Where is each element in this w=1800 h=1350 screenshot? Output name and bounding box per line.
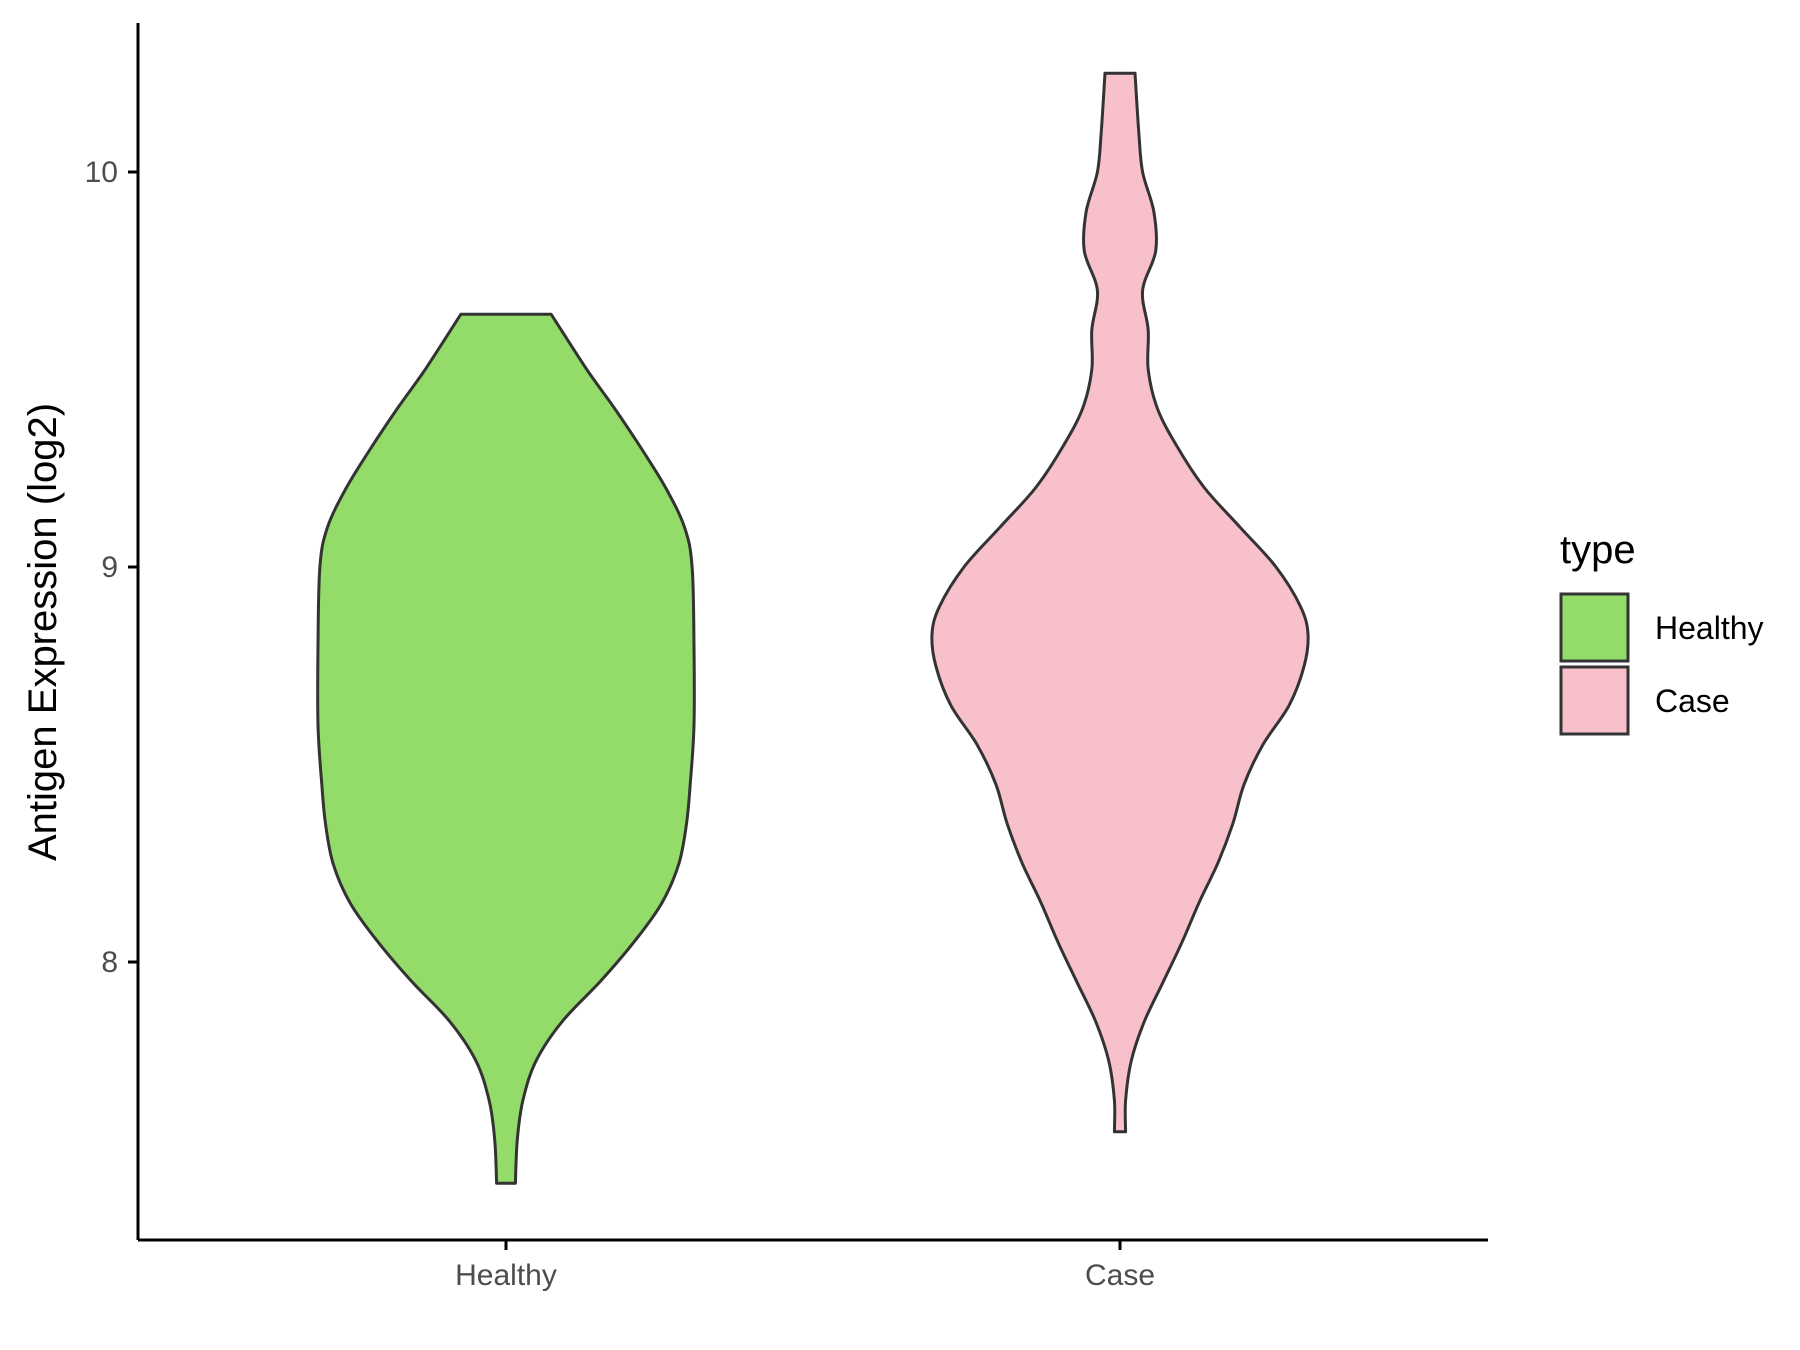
y-tick-label: 8 — [101, 946, 118, 979]
legend-key-case — [1559, 665, 1630, 736]
violin-healthy — [316, 312, 696, 1185]
y-ticks: 8 9 10 — [85, 156, 138, 979]
y-axis-title: Antigen Expression (log2) — [21, 403, 65, 861]
x-tick-label-case: Case — [1085, 1259, 1155, 1292]
y-tick-label: 9 — [101, 551, 118, 584]
legend-title: type — [1560, 528, 1636, 572]
x-ticks: Healthy Case — [455, 1240, 1155, 1292]
legend-label-healthy: Healthy — [1655, 610, 1764, 646]
violin-case — [930, 71, 1310, 1134]
legend-label-case: Case — [1655, 683, 1730, 719]
x-tick-label-healthy: Healthy — [455, 1259, 557, 1292]
legend: Healthy Case — [1559, 592, 1764, 736]
y-tick-label: 10 — [85, 156, 118, 189]
violins-layer — [316, 71, 1310, 1185]
legend-key-healthy — [1559, 592, 1630, 663]
